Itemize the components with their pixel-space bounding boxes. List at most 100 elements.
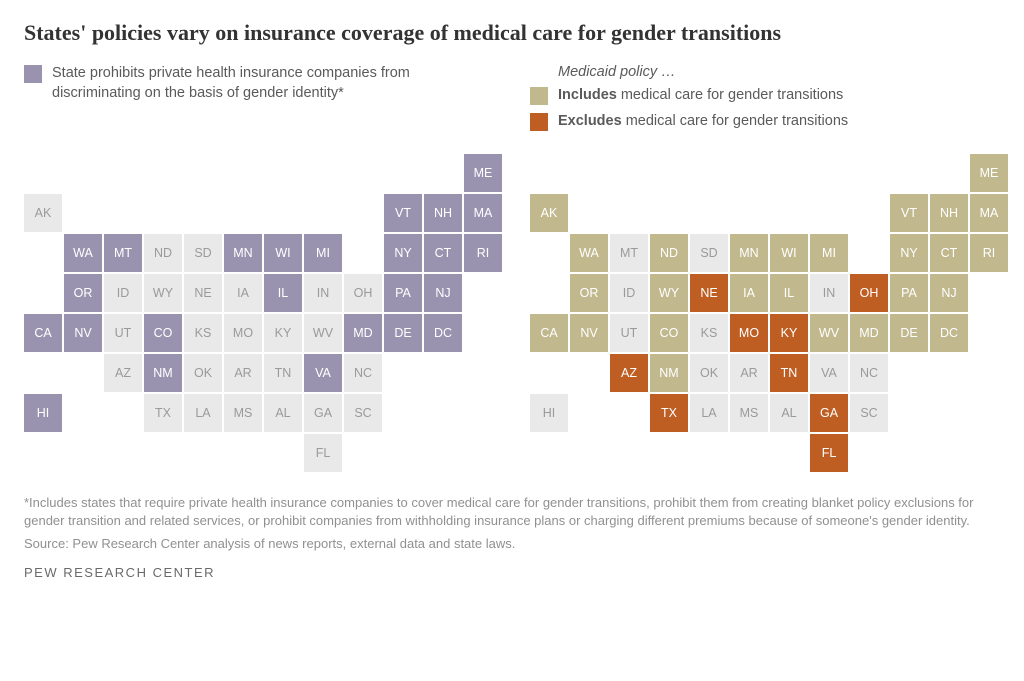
state-cell-nv: NV [570,314,608,352]
state-cell-ia: IA [224,274,262,312]
state-cell-or: OR [570,274,608,312]
state-cell-la: LA [690,394,728,432]
state-cell-dc: DC [930,314,968,352]
state-cell-wa: WA [64,234,102,272]
state-cell-sc: SC [344,394,382,432]
state-cell-tx: TX [144,394,182,432]
state-cell-ms: MS [224,394,262,432]
left-map-block: State prohibits private health insurance… [24,64,502,472]
state-cell-nm: NM [144,354,182,392]
brand-label: PEW RESEARCH CENTER [24,565,1000,580]
state-cell-vt: VT [890,194,928,232]
state-cell-sd: SD [184,234,222,272]
state-cell-nh: NH [424,194,462,232]
state-cell-ut: UT [104,314,142,352]
state-cell-nv: NV [64,314,102,352]
state-cell-mi: MI [810,234,848,272]
state-cell-ma: MA [970,194,1008,232]
state-cell-ri: RI [464,234,502,272]
state-cell-co: CO [650,314,688,352]
state-cell-ca: CA [24,314,62,352]
state-cell-hi: HI [530,394,568,432]
state-cell-az: AZ [104,354,142,392]
right-state-grid: MEAKVTNHMAWAMTNDSDMNWIMINYCTRIORIDWYNEIA… [530,154,1008,472]
state-cell-wv: WV [810,314,848,352]
state-cell-de: DE [890,314,928,352]
state-cell-mt: MT [610,234,648,272]
state-cell-sc: SC [850,394,888,432]
state-cell-nc: NC [850,354,888,392]
state-cell-va: VA [810,354,848,392]
left-legend-swatch [24,65,42,83]
state-cell-il: IL [264,274,302,312]
state-cell-wv: WV [304,314,342,352]
state-cell-nj: NJ [424,274,462,312]
state-cell-nm: NM [650,354,688,392]
state-cell-ar: AR [224,354,262,392]
state-cell-ok: OK [184,354,222,392]
excludes-swatch [530,113,548,131]
state-cell-id: ID [104,274,142,312]
state-cell-tn: TN [770,354,808,392]
state-cell-pa: PA [890,274,928,312]
state-cell-me: ME [464,154,502,192]
state-cell-ky: KY [770,314,808,352]
state-cell-wy: WY [650,274,688,312]
right-legend-header: Medicaid policy … [558,64,1008,80]
state-cell-ct: CT [930,234,968,272]
state-cell-ma: MA [464,194,502,232]
state-cell-ar: AR [730,354,768,392]
state-cell-oh: OH [850,274,888,312]
state-cell-id: ID [610,274,648,312]
state-cell-ut: UT [610,314,648,352]
state-cell-ks: KS [690,314,728,352]
left-legend-text: State prohibits private health insurance… [52,64,502,103]
state-cell-la: LA [184,394,222,432]
state-cell-ia: IA [730,274,768,312]
state-cell-sd: SD [690,234,728,272]
state-cell-wi: WI [264,234,302,272]
state-cell-ca: CA [530,314,568,352]
chart-title: States' policies vary on insurance cover… [24,20,1000,46]
state-cell-mn: MN [224,234,262,272]
state-cell-hi: HI [24,394,62,432]
left-legend: State prohibits private health insurance… [24,64,502,140]
right-map-block: Medicaid policy … Includes medical care … [530,64,1008,472]
state-cell-co: CO [144,314,182,352]
state-cell-va: VA [304,354,342,392]
state-cell-al: AL [770,394,808,432]
includes-swatch [530,87,548,105]
includes-text: Includes medical care for gender transit… [558,86,843,106]
state-cell-ks: KS [184,314,222,352]
state-cell-me: ME [970,154,1008,192]
state-cell-ak: AK [24,194,62,232]
state-cell-fl: FL [304,434,342,472]
state-cell-in: IN [304,274,342,312]
state-cell-ky: KY [264,314,302,352]
state-cell-ga: GA [304,394,342,432]
state-cell-az: AZ [610,354,648,392]
state-cell-tx: TX [650,394,688,432]
state-cell-al: AL [264,394,302,432]
state-cell-md: MD [344,314,382,352]
state-cell-ri: RI [970,234,1008,272]
state-cell-mo: MO [224,314,262,352]
state-cell-nc: NC [344,354,382,392]
maps-container: State prohibits private health insurance… [24,64,1000,472]
state-cell-nd: ND [650,234,688,272]
state-cell-ny: NY [384,234,422,272]
state-cell-wa: WA [570,234,608,272]
state-cell-de: DE [384,314,422,352]
state-cell-nd: ND [144,234,182,272]
state-cell-fl: FL [810,434,848,472]
state-cell-il: IL [770,274,808,312]
state-cell-in: IN [810,274,848,312]
state-cell-md: MD [850,314,888,352]
state-cell-mi: MI [304,234,342,272]
state-cell-ct: CT [424,234,462,272]
state-cell-pa: PA [384,274,422,312]
state-cell-ny: NY [890,234,928,272]
state-cell-nj: NJ [930,274,968,312]
state-cell-ne: NE [184,274,222,312]
state-cell-oh: OH [344,274,382,312]
